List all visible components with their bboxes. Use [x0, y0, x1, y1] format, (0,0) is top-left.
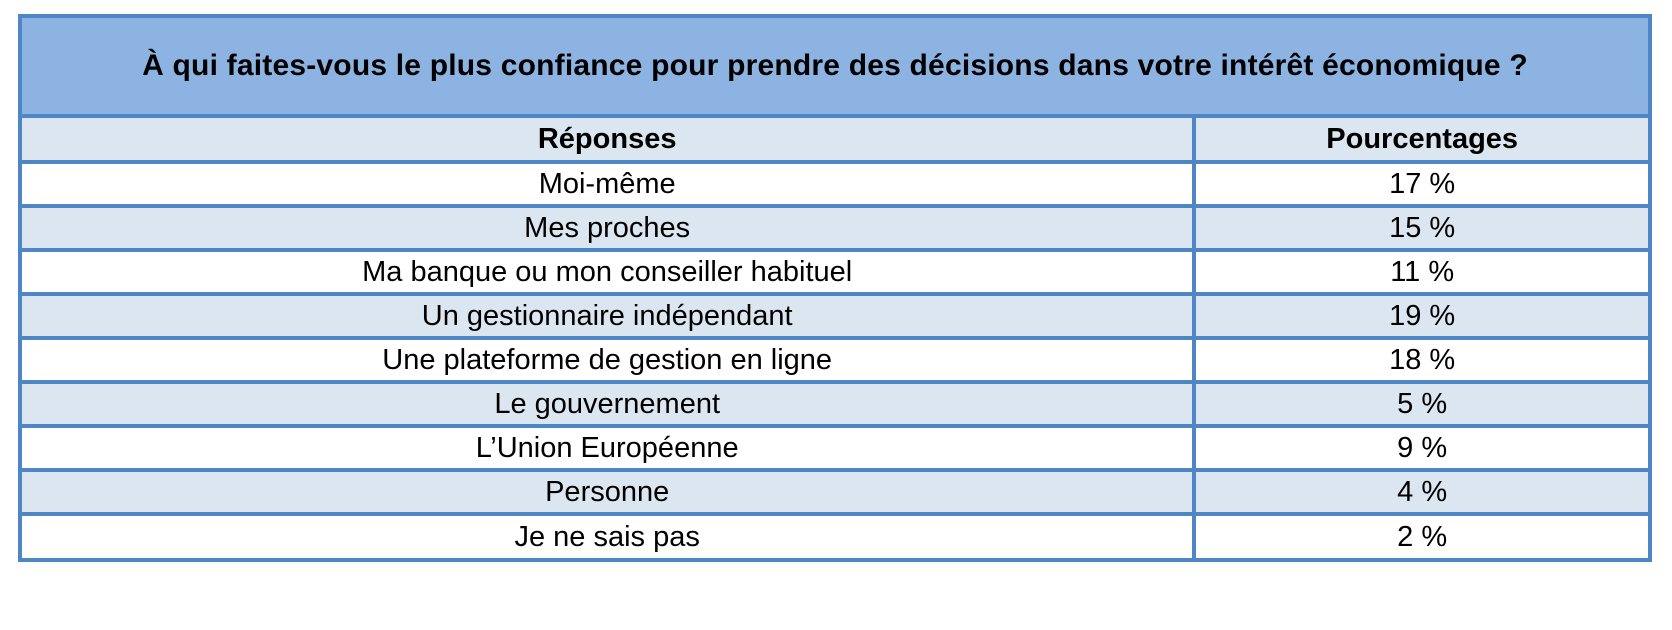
table-row: Le gouvernement 5 %	[22, 380, 1648, 428]
response-cell: Je ne sais pas	[22, 512, 1197, 558]
header-row: Réponses Pourcentages	[22, 118, 1648, 164]
response-cell: Personne	[22, 468, 1197, 516]
results-table: Réponses Pourcentages Moi-même 17 % Mes …	[22, 118, 1648, 558]
response-cell: Ma banque ou mon conseiller habituel	[22, 248, 1197, 296]
table-row: Personne 4 %	[22, 468, 1648, 516]
table-row: Ma banque ou mon conseiller habituel 11 …	[22, 248, 1648, 296]
percentage-cell: 15 %	[1192, 204, 1648, 252]
survey-table: À qui faites-vous le plus confiance pour…	[18, 14, 1652, 562]
response-cell: Un gestionnaire indépendant	[22, 292, 1197, 340]
percentage-cell: 18 %	[1192, 336, 1648, 384]
table-row: Je ne sais pas 2 %	[22, 512, 1648, 558]
column-header-percentages: Pourcentages	[1192, 118, 1648, 164]
percentage-cell: 19 %	[1192, 292, 1648, 340]
table-row: Moi-même 17 %	[22, 160, 1648, 208]
table-row: L’Union Européenne 9 %	[22, 424, 1648, 472]
percentage-cell: 5 %	[1192, 380, 1648, 428]
percentage-cell: 2 %	[1192, 512, 1648, 558]
table-title: À qui faites-vous le plus confiance pour…	[22, 18, 1648, 118]
table-title-text: À qui faites-vous le plus confiance pour…	[142, 49, 1528, 82]
response-cell: Mes proches	[22, 204, 1197, 252]
column-header-responses: Réponses	[22, 118, 1197, 164]
table-row: Un gestionnaire indépendant 19 %	[22, 292, 1648, 340]
percentage-cell: 11 %	[1192, 248, 1648, 296]
response-cell: Une plateforme de gestion en ligne	[22, 336, 1197, 384]
response-cell: Le gouvernement	[22, 380, 1197, 428]
table-row: Mes proches 15 %	[22, 204, 1648, 252]
percentage-cell: 4 %	[1192, 468, 1648, 516]
table-row: Une plateforme de gestion en ligne 18 %	[22, 336, 1648, 384]
response-cell: L’Union Européenne	[22, 424, 1197, 472]
percentage-cell: 9 %	[1192, 424, 1648, 472]
percentage-cell: 17 %	[1192, 160, 1648, 208]
response-cell: Moi-même	[22, 160, 1197, 208]
